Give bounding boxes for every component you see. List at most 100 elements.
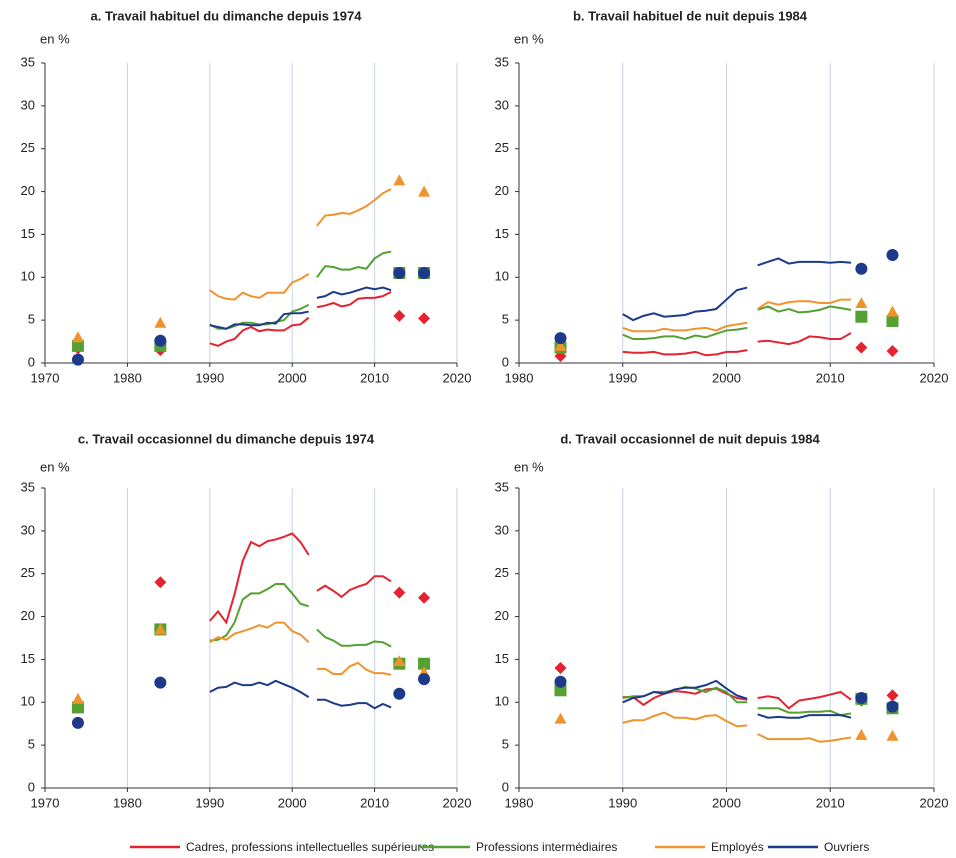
marker — [418, 657, 431, 670]
marker — [393, 267, 406, 279]
y-tick-label: 30 — [21, 97, 35, 112]
y-tick-label: 15 — [21, 226, 35, 241]
y-tick-label: 15 — [495, 651, 509, 666]
x-tick-label: 2010 — [816, 795, 845, 810]
x-tick-label: 1990 — [608, 370, 637, 385]
x-tick-label: 1990 — [195, 795, 224, 810]
series-line — [209, 273, 310, 301]
y-tick-label: 0 — [502, 354, 509, 369]
y-tick-label: 35 — [21, 479, 35, 494]
series-line — [757, 733, 852, 743]
marker — [393, 687, 406, 700]
marker — [886, 315, 899, 327]
y-tick-label: 5 — [502, 312, 509, 327]
x-tick-label: 2000 — [712, 795, 741, 810]
legend: Cadres, professions intellectuelles supé… — [130, 840, 869, 854]
series-line — [622, 711, 748, 728]
series-line — [622, 286, 748, 322]
series-line — [622, 321, 748, 333]
y-tick-label: 0 — [28, 779, 35, 794]
panel-title: b. Travail habituel de nuit depuis 1984 — [573, 8, 808, 23]
marker — [418, 312, 431, 325]
x-tick-label: 2000 — [712, 370, 741, 385]
marker — [554, 339, 567, 351]
y-tick-label: 0 — [502, 779, 509, 794]
x-tick-label: 1970 — [31, 795, 60, 810]
y-tick-label: 25 — [21, 565, 35, 580]
series-line — [316, 290, 392, 309]
series-line — [622, 687, 748, 707]
y-tick-label: 15 — [495, 226, 509, 241]
marker — [154, 676, 167, 689]
marker — [154, 623, 167, 635]
x-tick-label: 2000 — [278, 370, 307, 385]
x-tick-label: 2010 — [816, 370, 845, 385]
y-tick-label: 0 — [28, 354, 35, 369]
series-line — [209, 316, 310, 347]
marker — [554, 712, 567, 724]
y-tick-label: 10 — [21, 269, 35, 284]
y-tick-label: 20 — [495, 183, 509, 198]
x-tick-label: 1980 — [505, 795, 534, 810]
marker — [154, 316, 167, 328]
series-line — [209, 621, 310, 644]
series-line — [757, 298, 851, 310]
x-tick-label: 1980 — [505, 370, 534, 385]
x-tick-label: 1980 — [113, 795, 142, 810]
marker — [71, 692, 84, 704]
panel-title: d. Travail occasionnel de nuit depuis 19… — [560, 431, 820, 446]
series-line — [757, 257, 852, 267]
marker — [855, 310, 868, 323]
series-line — [757, 332, 852, 346]
legend-label: Employés — [711, 840, 764, 854]
series-line — [209, 679, 310, 698]
series-line — [316, 575, 392, 599]
marker — [886, 700, 899, 713]
y-axis-label: en % — [40, 459, 70, 474]
legend-label: Ouvriers — [824, 840, 869, 854]
panel: d. Travail occasionnel de nuit depuis 19… — [495, 431, 949, 810]
series-line — [316, 628, 392, 648]
marker — [886, 305, 899, 317]
marker — [393, 174, 406, 186]
x-tick-label: 1990 — [608, 795, 637, 810]
x-tick-label: 2010 — [360, 795, 389, 810]
x-tick-label: 1970 — [31, 370, 60, 385]
marker — [855, 341, 868, 354]
x-tick-label: 1990 — [195, 370, 224, 385]
series-line — [209, 310, 309, 330]
panel-title: a. Travail habituel du dimanche depuis 1… — [91, 8, 363, 23]
marker — [154, 334, 167, 347]
series-line — [316, 250, 392, 278]
series-line — [209, 583, 309, 642]
y-tick-label: 30 — [495, 522, 509, 537]
y-axis-label: en % — [40, 31, 70, 46]
x-tick-label: 1980 — [113, 370, 142, 385]
y-tick-label: 15 — [21, 651, 35, 666]
marker — [886, 689, 899, 702]
y-tick-label: 5 — [28, 737, 35, 752]
marker — [855, 262, 868, 275]
marker — [886, 345, 899, 357]
series-line — [757, 707, 852, 717]
x-tick-label: 2010 — [360, 370, 389, 385]
y-tick-label: 35 — [495, 54, 509, 69]
legend-label: Professions intermédiaires — [476, 840, 617, 854]
series-line — [316, 661, 392, 676]
y-tick-label: 25 — [21, 140, 35, 155]
y-tick-label: 20 — [495, 608, 509, 623]
panel: c. Travail occasionnel du dimanche depui… — [21, 431, 472, 810]
marker — [393, 586, 406, 599]
series-line — [316, 188, 392, 227]
y-tick-label: 30 — [21, 522, 35, 537]
y-tick-label: 10 — [495, 694, 509, 709]
x-tick-label: 2020 — [443, 370, 472, 385]
marker — [71, 716, 84, 729]
y-tick-label: 35 — [495, 479, 509, 494]
marker — [71, 331, 84, 343]
marker — [855, 297, 868, 308]
y-tick-label: 20 — [21, 608, 35, 623]
panel: a. Travail habituel du dimanche depuis 1… — [21, 8, 472, 385]
y-tick-label: 5 — [502, 737, 509, 752]
